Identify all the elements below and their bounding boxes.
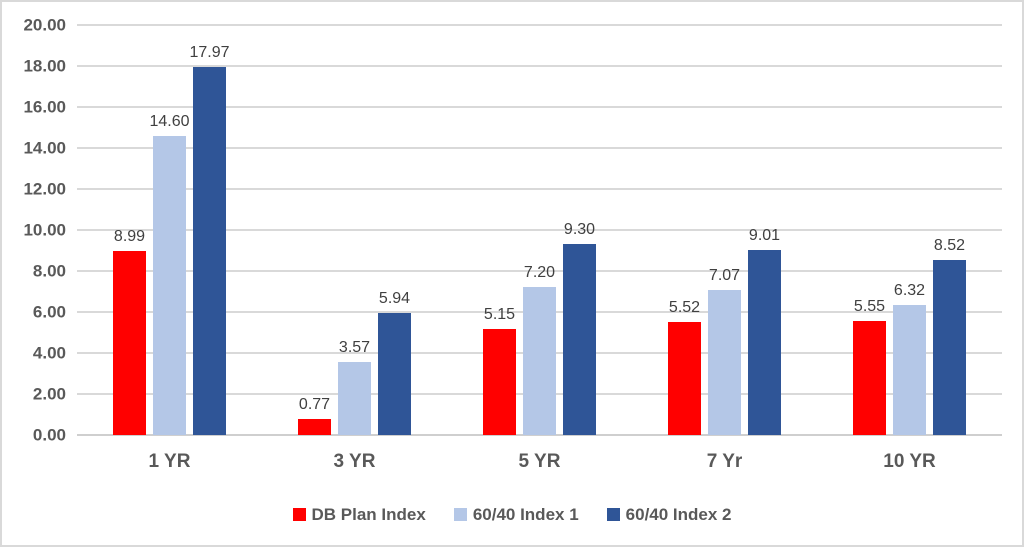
y-tick-label: 10.00 <box>23 220 66 240</box>
bar-value-label: 7.20 <box>523 264 556 282</box>
gridline <box>77 270 1002 272</box>
legend-swatch-icon <box>606 508 620 521</box>
bar-value-label: 8.99 <box>113 227 146 245</box>
gridline <box>77 65 1002 67</box>
legend-swatch-icon <box>453 508 467 521</box>
bar: 14.60 <box>149 113 190 435</box>
y-tick-label: 18.00 <box>23 56 66 76</box>
bar-value-label: 7.07 <box>708 267 741 285</box>
bar-value-label: 5.94 <box>378 290 411 308</box>
bar: 17.97 <box>189 44 230 435</box>
y-axis: 0.00 2.00 4.00 6.00 8.00 10.00 12.00 14.00 16.00… <box>2 17 66 444</box>
gridline <box>77 229 1002 231</box>
bar-value-label: 9.30 <box>563 221 596 239</box>
x-category-label: 5 YR <box>518 451 561 472</box>
bar: 6.32 <box>893 283 926 435</box>
bar-value-label: 6.32 <box>893 282 926 300</box>
bar-group: 8.99 14.60 17.97 <box>77 25 262 435</box>
legend-label: 60/40 Index 2 <box>625 505 732 524</box>
bar-value-label: 8.52 <box>933 237 966 255</box>
y-tick-label: 6.00 <box>32 302 66 322</box>
y-tick-label: 20.00 <box>23 15 66 35</box>
y-tick-label: 2.00 <box>32 384 66 404</box>
legend-label: DB Plan Index <box>311 505 426 524</box>
bar-value-label: 5.55 <box>853 298 886 316</box>
bar-group: 5.15 7.20 9.30 <box>447 25 632 435</box>
bar: 3.57 <box>338 339 371 435</box>
y-tick-label: 8.00 <box>32 261 66 281</box>
y-tick-label: 4.00 <box>32 343 66 363</box>
bar-value-label: 9.01 <box>748 227 781 245</box>
bar-group: 5.52 7.07 9.01 <box>632 25 817 435</box>
legend-item: DB Plan Index <box>292 505 426 524</box>
bar: 7.07 <box>708 268 741 435</box>
x-category-label: 10 YR <box>883 451 936 472</box>
bar: 5.94 <box>378 291 411 435</box>
y-tick-label: 16.00 <box>23 97 66 117</box>
x-category-label: 7 Yr <box>706 451 743 472</box>
plot-area: 8.99 14.60 17.97 0.77 3.57 5.94 5.15 7.20 9.30 5.… <box>77 24 1002 436</box>
bar: 5.52 <box>668 299 701 435</box>
legend-swatch-icon <box>292 508 306 521</box>
bar: 9.30 <box>563 222 596 435</box>
bar: 8.52 <box>933 238 966 435</box>
bar: 5.15 <box>483 307 516 435</box>
gridline <box>77 106 1002 108</box>
bar: 0.77 <box>298 397 331 435</box>
gridline <box>77 24 1002 26</box>
y-tick-label: 0.00 <box>32 425 66 445</box>
bar-value-label: 14.60 <box>149 112 190 130</box>
x-category-label: 1 YR <box>148 451 191 472</box>
y-tick-label: 12.00 <box>23 179 66 199</box>
bar-value-label: 5.15 <box>483 306 516 324</box>
x-category-label: 3 YR <box>333 451 376 472</box>
bar: 9.01 <box>748 228 781 435</box>
legend-item: 60/40 Index 1 <box>453 505 579 524</box>
bar: 5.55 <box>853 299 886 435</box>
gridline <box>77 147 1002 149</box>
x-axis-line <box>77 434 1002 436</box>
bar-value-label: 3.57 <box>338 338 371 356</box>
gridline <box>77 188 1002 190</box>
bar-groups: 8.99 14.60 17.97 0.77 3.57 5.94 5.15 7.20 9.30 5.… <box>77 25 1002 435</box>
legend-item: 60/40 Index 2 <box>606 505 732 524</box>
bar: 8.99 <box>113 228 146 435</box>
legend: DB Plan Index 60/40 Index 1 60/40 Index 2 <box>2 506 1022 523</box>
bar-value-label: 5.52 <box>668 298 701 316</box>
bar-value-label: 0.77 <box>298 396 331 414</box>
bar: 7.20 <box>523 265 556 435</box>
bar-value-label: 17.97 <box>189 43 230 61</box>
x-axis: 1 YR 3 YR 5 YR 7 Yr 10 YR <box>77 435 1002 471</box>
bar-group: 0.77 3.57 5.94 <box>262 25 447 435</box>
legend-label: 60/40 Index 1 <box>472 505 579 524</box>
bar-group: 5.55 6.32 8.52 <box>817 25 1002 435</box>
y-tick-label: 14.00 <box>23 138 66 158</box>
